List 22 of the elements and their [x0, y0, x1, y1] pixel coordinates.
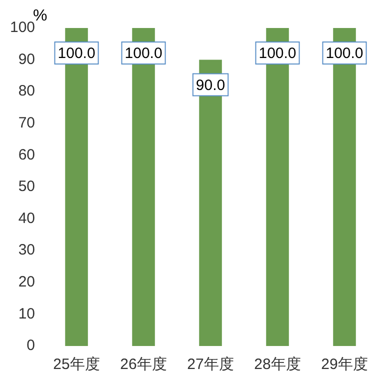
x-tick-label: 28年度	[254, 356, 301, 374]
x-tick-label: 26年度	[120, 356, 167, 374]
data-label: 100.0	[58, 45, 96, 62]
y-tick-label: 50	[18, 178, 36, 196]
y-tick-label: 20	[18, 274, 36, 291]
x-tick-label: 25年度	[53, 356, 100, 374]
y-tick-label: 10	[18, 305, 36, 322]
y-tick-label: 0	[26, 337, 36, 354]
y-axis-title: %	[33, 7, 48, 24]
y-tick-label: 80	[18, 82, 36, 100]
y-tick-label: 100	[10, 19, 36, 36]
y-tick-label: 90	[18, 50, 36, 68]
y-tick-label: 30	[18, 242, 36, 259]
data-label: 90.0	[196, 76, 226, 94]
x-tick-label: 29年度	[321, 356, 368, 374]
data-label: 100.0	[124, 45, 162, 62]
y-tick-label: 70	[18, 114, 36, 132]
data-label: 100.0	[326, 45, 364, 62]
data-label: 100.0	[258, 45, 296, 62]
y-tick-label: 60	[18, 146, 36, 164]
x-tick-label: 27年度	[187, 356, 234, 374]
y-tick-label: 40	[18, 210, 36, 227]
